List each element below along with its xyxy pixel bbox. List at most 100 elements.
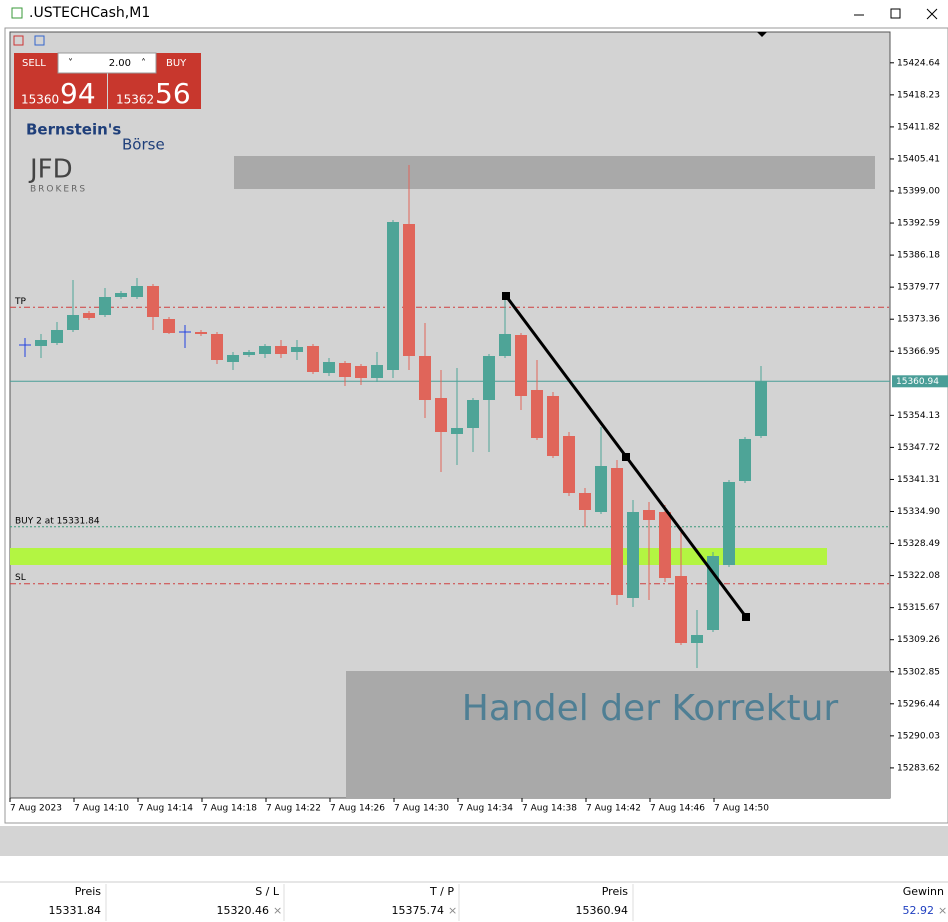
candle-body — [627, 512, 639, 598]
x-tick-label: 7 Aug 14:38 — [522, 804, 577, 814]
candle-body — [659, 512, 671, 578]
x-tick-label: 7 Aug 14:34 — [458, 804, 513, 814]
y-tick-label: 15290.03 — [897, 731, 940, 741]
y-tick-label: 15379.77 — [897, 283, 940, 293]
candle-body — [243, 352, 255, 355]
x-tick-label: 7 Aug 14:50 — [714, 804, 769, 814]
candle-body — [531, 390, 543, 438]
candle-body — [99, 297, 111, 315]
candle-body — [83, 313, 95, 318]
maximize-button[interactable] — [890, 8, 901, 19]
table-header: S / L — [255, 885, 280, 898]
logo-text: Bernstein's — [26, 121, 121, 139]
candle-body — [307, 346, 319, 372]
remove-button[interactable]: × — [273, 904, 282, 917]
y-tick-label: 15347.72 — [897, 443, 940, 453]
candle-body — [675, 576, 687, 643]
sell-price-pips: 94 — [60, 77, 96, 110]
buy-line-label: BUY 2 at 15331.84 — [15, 516, 100, 526]
window-icon — [11, 7, 23, 19]
x-tick-label: 7 Aug 14:46 — [650, 804, 705, 814]
trend-handle — [502, 292, 510, 300]
close-button[interactable] — [926, 8, 938, 20]
panel-icon[interactable] — [13, 35, 24, 46]
resistance-zone — [234, 156, 875, 189]
buy-price-pips: 56 — [155, 77, 191, 110]
candle-body — [259, 346, 271, 354]
y-tick-label: 15309.26 — [897, 635, 940, 645]
candle-body — [611, 468, 623, 595]
y-tick-label: 15366.95 — [897, 347, 940, 357]
target-zone — [346, 671, 890, 798]
candle-body — [163, 319, 175, 333]
buy-price: 15362 — [116, 93, 154, 107]
candle-body — [419, 356, 431, 400]
y-tick-label: 15296.44 — [897, 699, 940, 709]
candle-body — [355, 366, 367, 378]
candle-body — [403, 224, 415, 356]
candle-body — [115, 293, 127, 297]
table-header: Preis — [75, 885, 102, 898]
candle-body — [739, 439, 751, 481]
candle-body — [67, 315, 79, 330]
x-tick-label: 7 Aug 14:18 — [202, 804, 257, 814]
remove-button[interactable]: × — [938, 904, 947, 917]
volume-up[interactable]: ˄ — [141, 57, 146, 69]
candle-body — [211, 334, 223, 360]
tp-line-label: TP — [14, 297, 26, 307]
shift-marker — [757, 32, 767, 37]
candle-body — [227, 355, 239, 362]
candle-body — [323, 362, 335, 373]
candle-body — [643, 510, 655, 520]
candle-body — [515, 335, 527, 396]
toolbox-tabs — [0, 826, 948, 856]
trend-handle — [742, 613, 750, 621]
candle-body — [387, 222, 399, 370]
candle-body — [339, 363, 351, 377]
volume-box[interactable] — [57, 52, 157, 74]
y-tick-label: 15373.36 — [897, 315, 940, 325]
y-tick-label: 15386.18 — [897, 251, 940, 261]
table-header: T / P — [429, 885, 454, 898]
candle-body — [467, 400, 479, 428]
candle-body — [435, 398, 447, 432]
candle-body — [371, 365, 383, 378]
candle-body — [131, 286, 143, 297]
table-cell: 15360.94 — [576, 904, 629, 917]
x-tick-label: 7 Aug 2023 — [10, 804, 62, 814]
y-tick-label: 15392.59 — [897, 219, 940, 229]
x-tick-label: 7 Aug 14:42 — [586, 804, 641, 814]
sell-label: SELL — [22, 58, 46, 69]
y-tick-label: 15341.31 — [897, 475, 940, 485]
logo-text: BROKERS — [30, 185, 87, 195]
sl-line-label: SL — [15, 573, 26, 583]
candle-body — [451, 428, 463, 434]
candle-body — [755, 381, 767, 436]
panel-icon[interactable] — [34, 35, 45, 46]
candle-body — [595, 466, 607, 512]
candle-body — [563, 436, 575, 493]
candle-body — [691, 635, 703, 643]
volume-down[interactable]: ˅ — [68, 57, 73, 69]
x-tick-label: 7 Aug 14:14 — [138, 804, 193, 814]
y-tick-label: 15328.49 — [897, 539, 940, 549]
table-header: Gewinn — [903, 885, 944, 898]
volume-value[interactable]: 2.00 — [109, 58, 131, 69]
x-tick-label: 7 Aug 14:26 — [330, 804, 385, 814]
y-tick-label: 15354.13 — [897, 411, 940, 421]
candle-body — [579, 493, 591, 510]
y-tick-label: 15322.08 — [897, 571, 940, 581]
candle-body — [35, 340, 47, 346]
y-tick-label: 15424.64 — [897, 58, 940, 68]
remove-button[interactable]: × — [448, 904, 457, 917]
table-header: Preis — [602, 885, 629, 898]
table-cell: 15320.46 — [217, 904, 270, 917]
candle-body — [291, 347, 303, 352]
candle-body — [195, 332, 207, 334]
y-tick-label: 15302.85 — [897, 667, 940, 677]
x-tick-label: 7 Aug 14:30 — [394, 804, 449, 814]
y-tick-label: 15334.90 — [897, 507, 940, 517]
candle-body — [147, 286, 159, 317]
x-tick-label: 7 Aug 14:10 — [74, 804, 129, 814]
